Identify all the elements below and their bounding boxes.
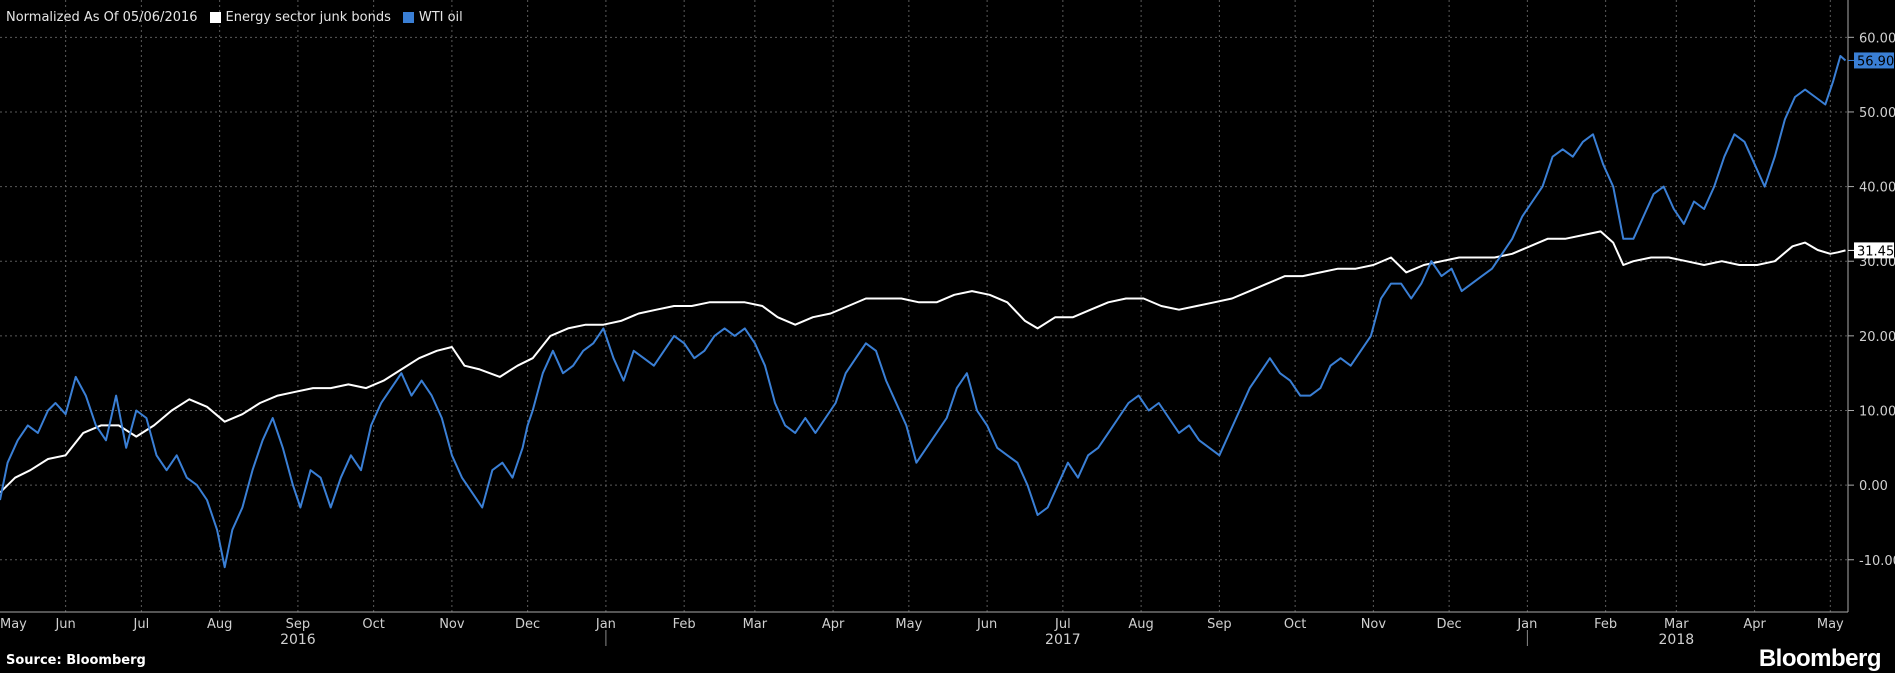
x-tick-label: Aug (1128, 617, 1153, 632)
x-tick-label: Feb (673, 617, 696, 632)
badge-bg (1854, 242, 1894, 259)
legend: Normalized As Of 05/06/2016 Energy secto… (6, 10, 463, 25)
wti-oil-line (0, 55, 1847, 569)
y-tick-label: 40.00 (1859, 181, 1895, 196)
y-tick-label: 50.00 (1859, 106, 1895, 121)
x-tick-label: Oct (362, 617, 384, 632)
wti-swatch (402, 12, 414, 23)
x-tick-label: Mar (1664, 617, 1689, 632)
source-note: Source: Bloomberg (6, 653, 146, 668)
x-tick-label: Dec (515, 617, 540, 632)
x-tick-label: Apr (822, 617, 845, 632)
x-tick-label: Oct (1284, 617, 1306, 632)
legend-title: Normalized As Of 05/06/2016 (6, 10, 198, 25)
x-tick-label: Mar (743, 617, 768, 632)
x-tick-label: Jan (595, 617, 616, 632)
junk-bonds-last-value-badge: 31.45 (1848, 242, 1894, 259)
x-tick-label: Apr (1743, 617, 1766, 632)
last-value-badges: 56.90 31.45 (1848, 52, 1894, 259)
y-tick-label: -10.00 (1859, 554, 1895, 569)
x-tick-label: May (0, 617, 27, 632)
series-layer (0, 55, 1847, 569)
year-label: 2016 (280, 632, 316, 648)
badge-value: 31.45 (1857, 244, 1894, 259)
badge-bg (1854, 52, 1894, 69)
x-tick-label: Jun (976, 617, 997, 632)
year-label: 2018 (1659, 632, 1695, 648)
junk-bonds-swatch (209, 12, 221, 23)
x-tick-label: Sep (1207, 617, 1232, 632)
x-tick-label: Jan (1516, 617, 1537, 632)
y-tick-label: 30.00 (1859, 255, 1895, 270)
badge-value: 56.90 (1857, 54, 1894, 69)
wti-last-value-badge: 56.90 (1848, 52, 1894, 69)
x-tick-label: Aug (207, 617, 232, 632)
x-tick-label: Nov (439, 617, 465, 632)
x-tick-label: May (1817, 617, 1844, 632)
y-tick-label: 60.00 (1859, 31, 1895, 46)
axes: 60.00 50.00 40.00 30.00 20.00 10.00 0.00 -10.00… (0, 0, 1895, 648)
year-label: 2017 (1045, 632, 1081, 648)
x-tick-label: Sep (286, 617, 311, 632)
legend-series-junk-bonds: Energy sector junk bonds (225, 10, 391, 25)
y-tick-label: 20.00 (1859, 330, 1895, 345)
x-tick-label: Jul (1054, 617, 1071, 632)
x-tick-label: Jun (54, 617, 75, 632)
legend-series-wti: WTI oil (418, 10, 463, 25)
junk-bonds-line (0, 230, 1846, 494)
y-tick-label: 10.00 (1859, 404, 1895, 419)
x-tick-label: May (895, 617, 922, 632)
bloomberg-logo: Bloomberg (1758, 645, 1882, 672)
grid-lines (0, 0, 1848, 612)
x-tick-label: Dec (1437, 617, 1462, 632)
x-tick-label: Feb (1594, 617, 1617, 632)
x-tick-label: Jul (133, 617, 150, 632)
x-tick-label: Nov (1361, 617, 1387, 632)
y-tick-label: 0.00 (1859, 479, 1888, 494)
